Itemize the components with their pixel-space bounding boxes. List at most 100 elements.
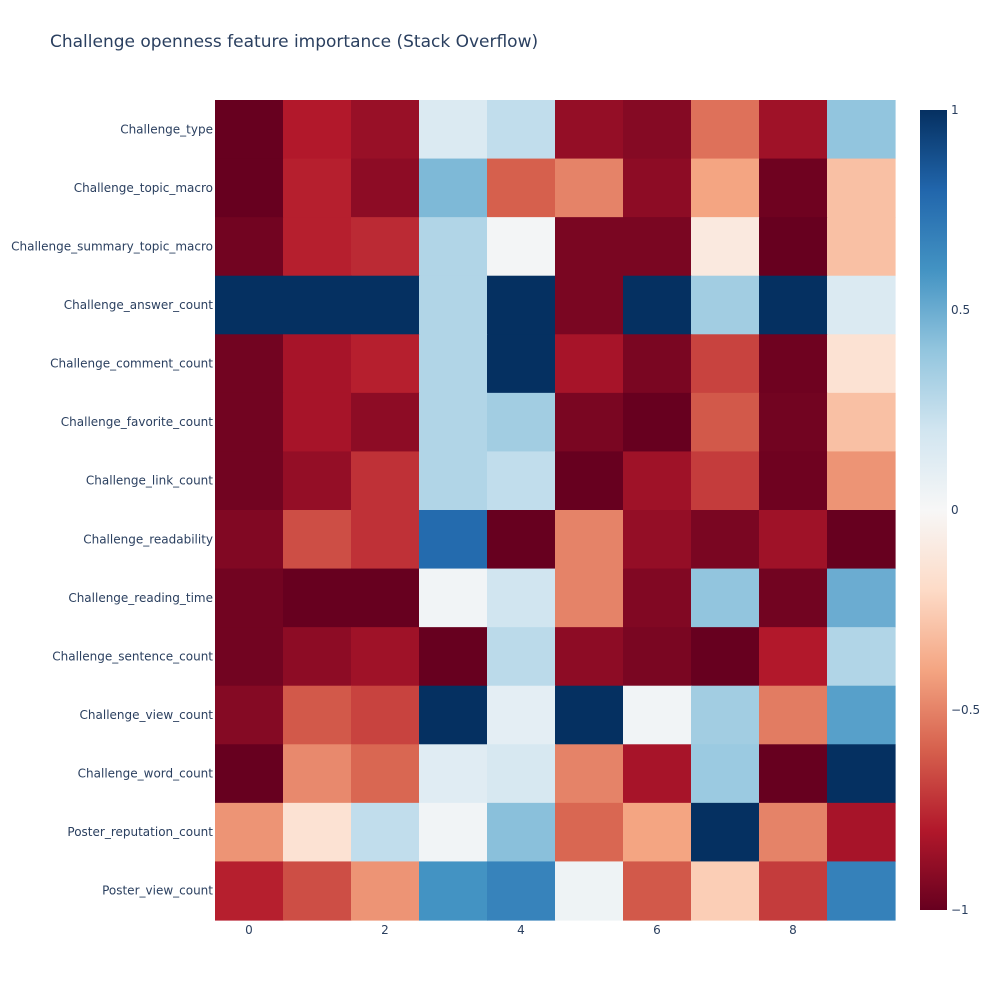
heatmap-cell — [759, 861, 828, 921]
colorbar-tick-label: −0.5 — [951, 703, 980, 717]
heatmap-cell — [419, 334, 488, 394]
heatmap-cell — [283, 392, 352, 453]
x-tick-label: 8 — [789, 923, 797, 937]
y-tick-label: Challenge_type — [120, 122, 213, 136]
heatmap-cell — [351, 217, 420, 277]
heatmap-cell — [555, 334, 624, 394]
heatmap-cell — [691, 100, 760, 160]
y-tick-label: Challenge_answer_count — [64, 298, 213, 312]
heatmap-cell — [759, 275, 828, 335]
heatmap-cell — [555, 510, 624, 570]
y-tick-label: Challenge_link_count — [86, 474, 213, 488]
heatmap-cell — [215, 451, 284, 511]
heatmap-cell — [759, 217, 828, 277]
heatmap-cell — [759, 158, 828, 218]
heatmap-cell — [283, 451, 352, 511]
heatmap-cell — [487, 802, 556, 863]
heatmap-cell — [283, 217, 352, 277]
heatmap-cell — [759, 627, 828, 687]
heatmap-cell — [623, 685, 692, 745]
heatmap-cell — [351, 392, 420, 453]
heatmap-cell — [623, 861, 692, 921]
heatmap-cell — [215, 275, 284, 335]
heatmap-cell — [487, 334, 556, 394]
heatmap-cell — [487, 568, 556, 628]
heatmap-cell — [283, 685, 352, 745]
x-tick-label: 0 — [245, 923, 253, 937]
heatmap-cell — [419, 627, 488, 687]
heatmap-cell — [691, 685, 760, 745]
heatmap-cell — [827, 685, 896, 745]
heatmap-cell — [623, 451, 692, 511]
heatmap-cell — [215, 100, 284, 160]
heatmap-cell — [351, 861, 420, 921]
heatmap-cell — [623, 627, 692, 687]
heatmap-cell — [759, 510, 828, 570]
heatmap-cell — [419, 275, 488, 335]
heatmap-cell — [487, 861, 556, 921]
heatmap-cell — [215, 744, 284, 804]
heatmap-cell — [283, 744, 352, 804]
heatmap-cell — [215, 158, 284, 218]
heatmap-cell — [691, 392, 760, 453]
x-tick-label: 4 — [517, 923, 525, 937]
heatmap-cell — [555, 627, 624, 687]
heatmap-cell — [691, 451, 760, 511]
heatmap-cell — [351, 685, 420, 745]
heatmap-cell — [283, 334, 352, 394]
colorbar-tick-label: 1 — [951, 103, 959, 117]
heatmap-cell — [487, 744, 556, 804]
heatmap-cell — [623, 217, 692, 277]
heatmap-cell — [623, 158, 692, 218]
heatmap-cell — [759, 334, 828, 394]
y-tick-label: Poster_view_count — [102, 884, 213, 898]
y-tick-label: Challenge_reading_time — [68, 591, 213, 605]
heatmap-cell — [623, 744, 692, 804]
heatmap-cell — [555, 744, 624, 804]
heatmap-cell — [691, 861, 760, 921]
heatmap-cell — [827, 275, 896, 335]
heatmap-cell — [283, 627, 352, 687]
y-tick-label: Challenge_sentence_count — [52, 649, 213, 663]
heatmap-cell — [419, 392, 488, 453]
heatmap-cell — [827, 451, 896, 511]
heatmap-cell — [215, 627, 284, 687]
heatmap-cell — [487, 392, 556, 453]
heatmap-cell — [487, 275, 556, 335]
y-tick-label: Challenge_favorite_count — [61, 415, 214, 429]
heatmap-cell — [691, 744, 760, 804]
heatmap-cell — [283, 802, 352, 863]
heatmap-cell — [419, 861, 488, 921]
heatmap-cell — [759, 451, 828, 511]
heatmap-cell — [351, 275, 420, 335]
heatmap-cell — [215, 217, 284, 277]
heatmap-cell — [487, 217, 556, 277]
heatmap-cell — [827, 568, 896, 628]
y-tick-label: Challenge_topic_macro — [74, 181, 213, 195]
x-tick-label: 6 — [653, 923, 661, 937]
heatmap-cell — [419, 451, 488, 511]
heatmap-cell — [215, 861, 284, 921]
heatmap-cell — [759, 685, 828, 745]
heatmap-cell — [623, 802, 692, 863]
heatmap-cell — [555, 861, 624, 921]
heatmap-cell — [215, 685, 284, 745]
heatmap-cell — [487, 510, 556, 570]
heatmap-cell — [691, 802, 760, 863]
heatmap-cell — [691, 334, 760, 394]
heatmap-cell — [759, 568, 828, 628]
x-tick-label: 2 — [381, 923, 389, 937]
heatmap-cell — [351, 568, 420, 628]
chart-title: Challenge openness feature importance (S… — [50, 32, 539, 52]
heatmap-cell — [283, 275, 352, 335]
heatmap-cell — [419, 510, 488, 570]
heatmap-cell — [351, 158, 420, 218]
heatmap-cell — [827, 392, 896, 453]
heatmap-cell — [623, 100, 692, 160]
y-tick-label: Poster_reputation_count — [67, 825, 213, 839]
heatmap-cells — [215, 100, 896, 921]
heatmap-cell — [691, 568, 760, 628]
heatmap-cell — [555, 568, 624, 628]
heatmap-cell — [555, 685, 624, 745]
heatmap-cell — [419, 217, 488, 277]
